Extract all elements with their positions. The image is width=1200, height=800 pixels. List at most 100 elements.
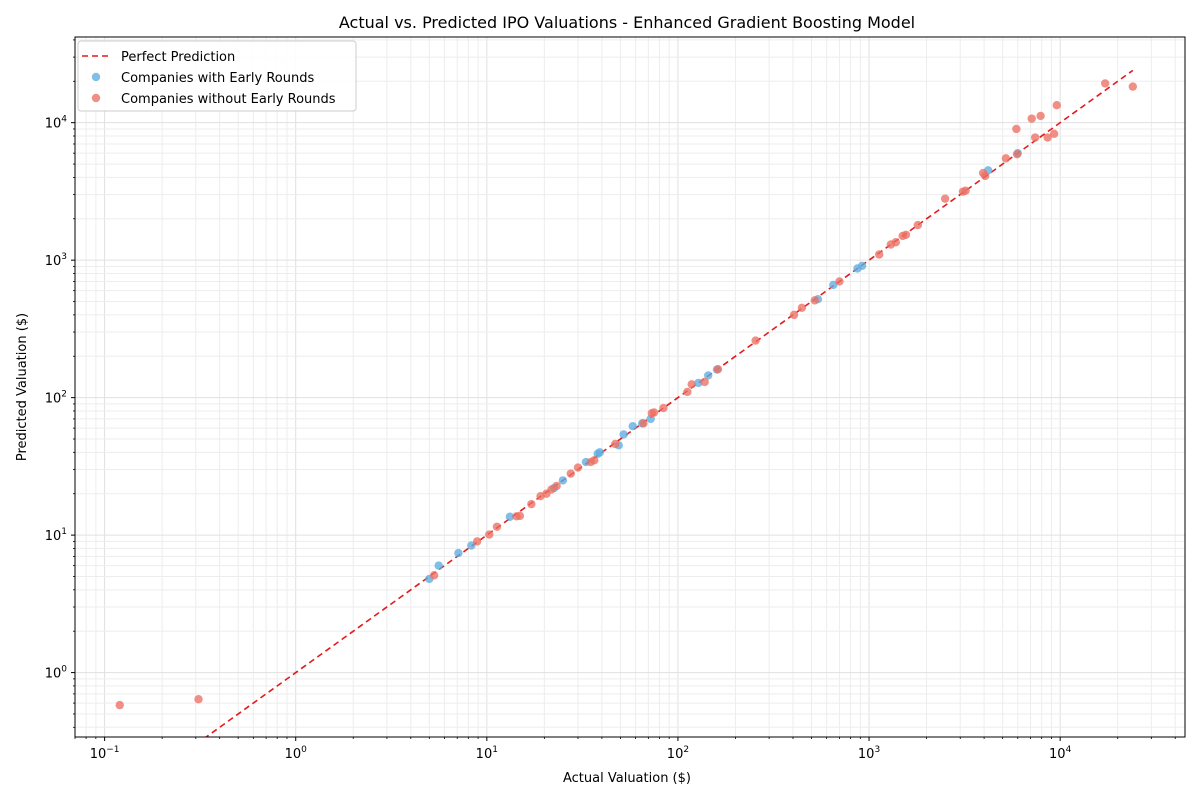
point-without-early-rounds: [527, 499, 536, 509]
x-tick-base: 10: [1049, 747, 1066, 762]
y-tick-exponent: 0: [61, 665, 67, 675]
y-tick-exponent: 2: [61, 390, 67, 400]
x-tick-base: 10: [667, 747, 684, 762]
x-tick-label: 100: [285, 745, 308, 762]
legend: Perfect Prediction Companies with Early R…: [77, 40, 357, 112]
point-without-early-rounds: [700, 377, 709, 387]
point-with-early-rounds: [857, 261, 867, 270]
legend-label: Companies with Early Rounds: [121, 71, 314, 86]
y-tick-base: 10: [45, 254, 62, 269]
point-without-early-rounds: [194, 695, 203, 704]
y-tick-exponent: 3: [61, 252, 67, 262]
point-with-early-rounds: [595, 448, 604, 457]
point-without-early-rounds: [874, 250, 884, 259]
x-tick-base: 10: [90, 747, 107, 762]
point-without-early-rounds: [590, 456, 599, 465]
y-axis-label: Predicted Valuation ($): [15, 313, 30, 461]
point-without-early-rounds: [515, 511, 525, 521]
point-without-early-rounds: [115, 700, 124, 710]
x-tick-label: 102: [667, 745, 689, 762]
legend-marker-swatch: [91, 93, 101, 103]
reference-line-layer: [204, 69, 1134, 737]
point-without-early-rounds: [492, 522, 502, 531]
point-with-early-rounds: [434, 561, 443, 570]
point-without-early-rounds: [1012, 149, 1022, 159]
y-tick-base: 10: [45, 392, 62, 407]
x-tick-label: 104: [1049, 745, 1072, 762]
x-tick-exponent: 1: [492, 745, 498, 755]
x-tick-label: 101: [476, 745, 498, 762]
point-without-early-rounds: [1030, 133, 1040, 142]
point-without-early-rounds: [552, 481, 561, 491]
point-with-early-rounds: [558, 476, 568, 485]
plot-frame: [74, 36, 1186, 738]
y-tick-label: 104: [45, 115, 68, 132]
x-tick-label: 103: [858, 745, 880, 762]
point-without-early-rounds: [566, 469, 575, 478]
x-tick-exponent: 0: [301, 745, 307, 755]
legend-box: [77, 40, 357, 112]
point-with-early-rounds: [505, 512, 515, 521]
point-with-early-rounds: [454, 548, 463, 558]
y-tick-base: 10: [45, 667, 62, 682]
points-layer: [115, 79, 1138, 710]
x-axis-ticks: 10−1 100 101 102 103 104: [74, 737, 1176, 762]
point-without-early-rounds: [961, 186, 970, 195]
point-with-early-rounds: [628, 421, 637, 431]
x-tick-exponent: 2: [683, 745, 689, 755]
point-without-early-rounds: [1128, 82, 1138, 91]
point-without-early-rounds: [659, 403, 668, 413]
y-tick-label: 100: [45, 665, 68, 682]
point-without-early-rounds: [639, 419, 648, 428]
point-without-early-rounds: [485, 530, 494, 539]
x-tick-exponent: 3: [874, 745, 880, 755]
point-without-early-rounds: [472, 537, 482, 546]
x-tick-base: 10: [858, 747, 875, 762]
point-without-early-rounds: [751, 336, 760, 345]
point-without-early-rounds: [797, 303, 807, 313]
point-without-early-rounds: [1052, 101, 1061, 110]
point-without-early-rounds: [713, 365, 723, 374]
point-without-early-rounds: [913, 220, 923, 230]
point-with-early-rounds: [829, 280, 838, 290]
y-tick-exponent: 4: [61, 115, 67, 125]
point-without-early-rounds: [835, 277, 844, 286]
point-without-early-rounds: [611, 439, 620, 449]
point-without-early-rounds: [1036, 111, 1045, 121]
point-without-early-rounds: [891, 238, 900, 247]
point-without-early-rounds: [429, 571, 439, 580]
x-tick-base: 10: [476, 747, 493, 762]
point-without-early-rounds: [901, 230, 911, 239]
y-tick-label: 102: [45, 390, 67, 407]
point-with-early-rounds: [704, 371, 713, 380]
point-without-early-rounds: [1027, 114, 1036, 123]
point-without-early-rounds: [1012, 124, 1021, 134]
point-without-early-rounds: [1001, 154, 1011, 163]
x-tick-exponent: −1: [106, 745, 119, 755]
x-tick-label: 10−1: [90, 745, 120, 762]
point-without-early-rounds: [810, 296, 819, 305]
point-without-early-rounds: [789, 310, 799, 320]
point-with-early-rounds: [619, 430, 628, 439]
point-without-early-rounds: [683, 387, 692, 397]
y-tick-exponent: 1: [61, 527, 67, 537]
point-without-early-rounds: [1100, 79, 1110, 88]
perfect-prediction-line: [204, 69, 1134, 737]
legend-label: Companies without Early Rounds: [121, 92, 336, 107]
y-tick-base: 10: [45, 529, 62, 544]
legend-label: Perfect Prediction: [121, 50, 235, 65]
x-tick-exponent: 4: [1066, 745, 1072, 755]
y-tick-label: 101: [45, 527, 67, 544]
y-tick-label: 103: [45, 252, 67, 269]
chart-title: Actual vs. Predicted IPO Valuations - En…: [339, 13, 915, 32]
x-tick-base: 10: [285, 747, 302, 762]
point-with-early-rounds: [467, 541, 476, 550]
point-without-early-rounds: [980, 171, 990, 181]
point-without-early-rounds: [573, 463, 583, 472]
x-axis-label: Actual Valuation ($): [563, 771, 691, 786]
point-without-early-rounds: [1049, 129, 1059, 139]
point-with-early-rounds: [694, 378, 703, 388]
grid: [74, 37, 1185, 737]
